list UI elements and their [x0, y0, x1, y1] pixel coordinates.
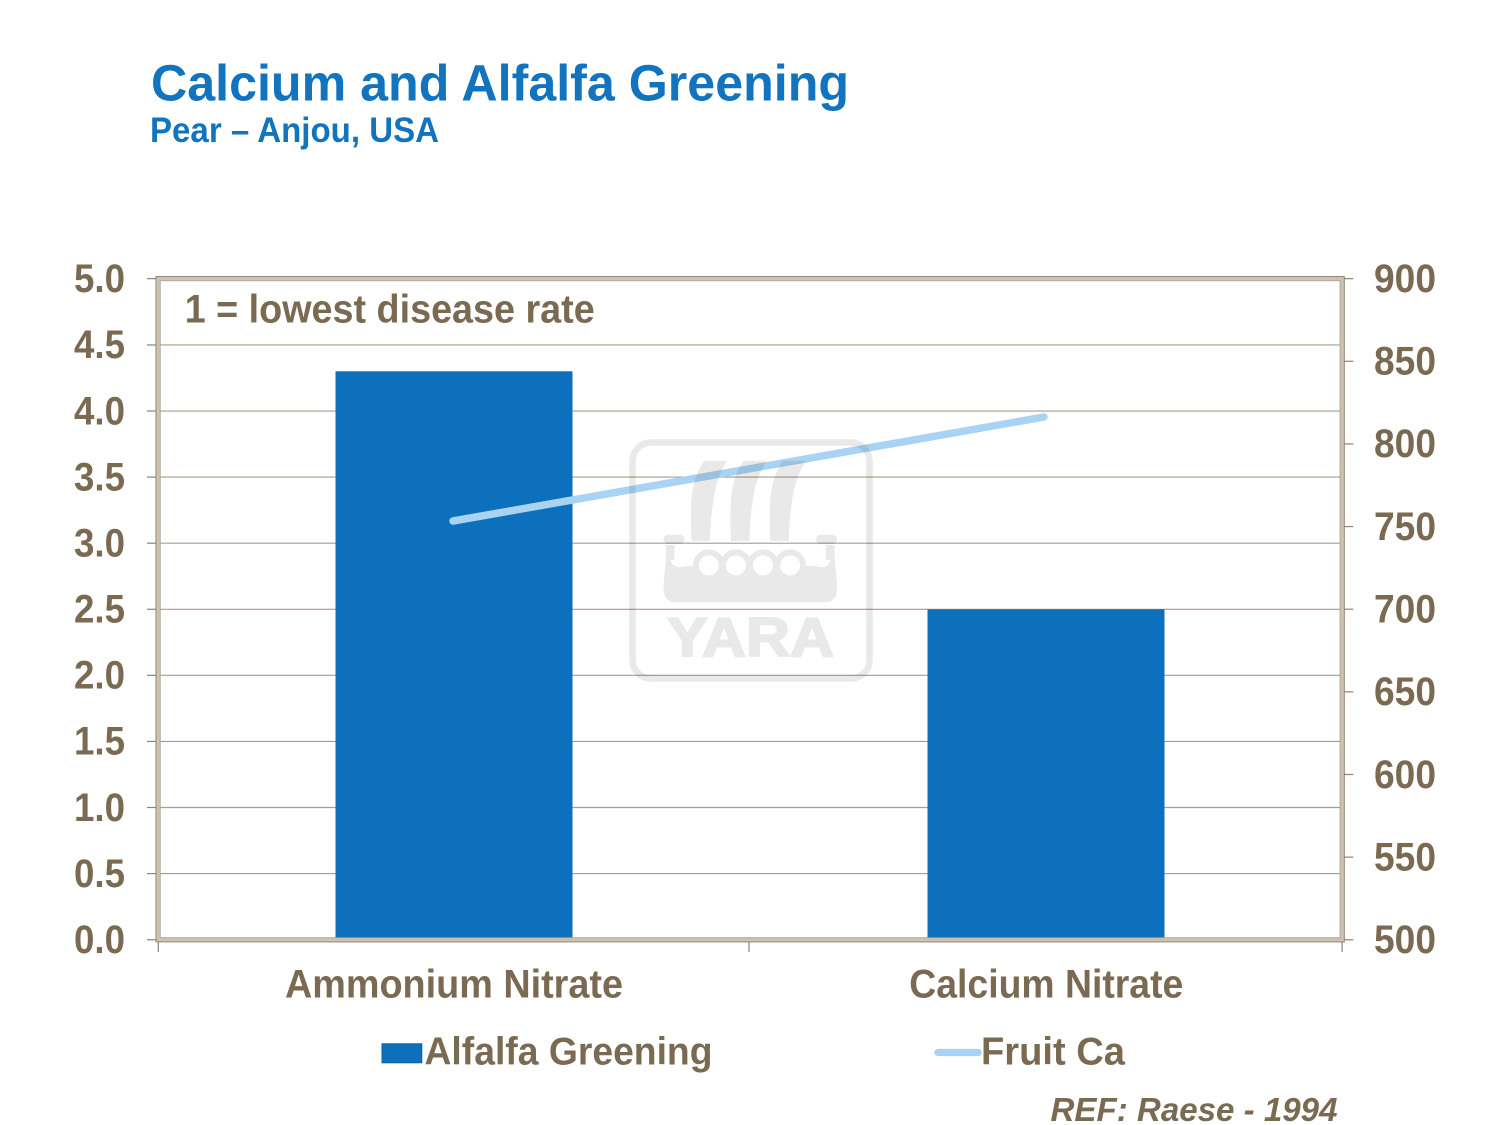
svg-text:0.0: 0.0	[74, 918, 125, 962]
svg-text:4.5: 4.5	[74, 323, 125, 367]
svg-text:1 = lowest disease rate: 1 = lowest disease rate	[185, 288, 595, 332]
svg-text:800: 800	[1374, 422, 1436, 466]
svg-text:0.5: 0.5	[74, 852, 125, 896]
svg-text:700: 700	[1374, 588, 1436, 632]
svg-text:5.0: 5.0	[74, 257, 125, 301]
svg-text:1.5: 1.5	[74, 720, 125, 764]
svg-text:Alfalfa Greening: Alfalfa Greening	[425, 1031, 713, 1074]
svg-text:4.0: 4.0	[74, 389, 125, 433]
svg-text:YARA: YARA	[667, 606, 834, 668]
svg-text:850: 850	[1374, 340, 1436, 384]
svg-text:Ammonium Nitrate: Ammonium Nitrate	[285, 963, 623, 1007]
svg-text:500: 500	[1374, 918, 1436, 962]
svg-text:Calcium and Alfalfa Greening: Calcium and Alfalfa Greening	[151, 54, 849, 111]
svg-text:2.5: 2.5	[74, 588, 125, 632]
svg-text:2.0: 2.0	[74, 654, 125, 698]
svg-text:600: 600	[1374, 753, 1436, 797]
svg-text:900: 900	[1374, 257, 1436, 301]
svg-text:3.0: 3.0	[74, 522, 125, 566]
svg-text:Pear – Anjou, USA: Pear – Anjou, USA	[150, 111, 439, 150]
svg-text:Fruit Ca: Fruit Ca	[981, 1031, 1125, 1074]
svg-text:Calcium Nitrate: Calcium Nitrate	[909, 963, 1183, 1007]
svg-text:REF: Raese - 1994: REF: Raese - 1994	[1051, 1092, 1338, 1125]
svg-text:3.5: 3.5	[74, 455, 125, 499]
svg-text:750: 750	[1374, 505, 1436, 549]
svg-text:650: 650	[1374, 670, 1436, 714]
svg-text:1.0: 1.0	[74, 786, 125, 830]
svg-text:550: 550	[1374, 835, 1436, 879]
